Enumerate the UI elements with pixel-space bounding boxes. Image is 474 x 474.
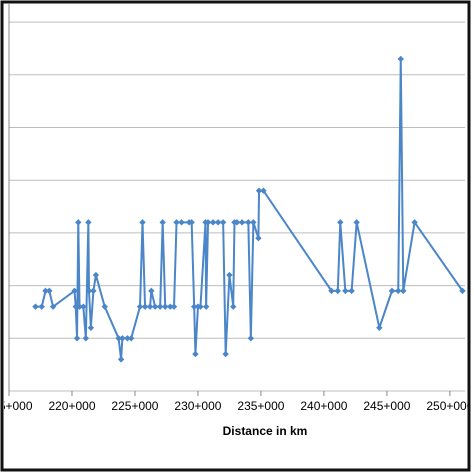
marker xyxy=(71,287,78,295)
marker xyxy=(146,303,154,310)
marker xyxy=(197,303,204,310)
x-tick-label: 240+000 xyxy=(300,399,347,413)
marker xyxy=(76,303,83,310)
marker xyxy=(117,356,125,363)
marker xyxy=(348,287,355,295)
marker xyxy=(233,219,241,226)
marker xyxy=(92,271,100,279)
marker xyxy=(226,271,233,279)
marker xyxy=(85,219,92,226)
marker xyxy=(82,335,90,342)
marker xyxy=(75,219,82,226)
marker xyxy=(72,303,79,310)
marker xyxy=(260,187,267,194)
marker xyxy=(353,219,360,226)
marker xyxy=(167,303,174,310)
marker xyxy=(136,303,144,310)
marker xyxy=(250,219,257,226)
marker xyxy=(202,303,210,310)
marker xyxy=(192,350,199,358)
marker xyxy=(90,287,97,295)
marker xyxy=(255,234,262,242)
marker xyxy=(178,219,185,226)
marker xyxy=(124,335,131,342)
marker xyxy=(87,324,95,331)
x-tick-label: 230+000 xyxy=(174,399,221,413)
marker xyxy=(80,303,87,310)
marker xyxy=(328,287,335,295)
marker xyxy=(334,287,341,295)
marker xyxy=(238,219,246,226)
marker xyxy=(214,219,222,226)
x-axis-title: Distance in km xyxy=(223,424,308,438)
marker xyxy=(170,303,178,310)
marker xyxy=(459,287,466,295)
marker xyxy=(247,335,255,342)
marker xyxy=(151,303,159,310)
x-tick-label: 215+000 xyxy=(0,399,33,413)
marker xyxy=(188,219,195,226)
marker xyxy=(49,303,57,310)
x-tick-label: 245+000 xyxy=(363,399,410,413)
line xyxy=(35,58,464,360)
marker xyxy=(376,324,383,331)
marker xyxy=(209,219,217,226)
marker xyxy=(85,287,93,295)
marker xyxy=(101,303,108,310)
marker xyxy=(222,350,229,358)
marker xyxy=(38,303,45,310)
marker xyxy=(127,335,135,342)
x-tick-label: 250+000 xyxy=(426,399,473,413)
marker xyxy=(230,303,237,310)
marker xyxy=(139,219,146,226)
marker xyxy=(204,219,212,226)
marker xyxy=(395,287,402,295)
marker xyxy=(255,187,263,194)
marker xyxy=(161,303,169,310)
marker xyxy=(400,287,407,295)
marker xyxy=(32,303,39,310)
marker xyxy=(411,219,418,226)
x-tick-label: 235+000 xyxy=(237,399,284,413)
marker xyxy=(119,335,126,342)
marker xyxy=(73,335,81,342)
marker xyxy=(245,219,252,226)
marker xyxy=(159,219,166,226)
marker xyxy=(173,219,180,226)
marker xyxy=(388,287,396,295)
marker xyxy=(219,219,227,226)
marker xyxy=(42,287,49,295)
marker xyxy=(115,335,122,342)
marker xyxy=(148,287,155,295)
x-tick-label: 220+000 xyxy=(48,399,95,413)
marker xyxy=(156,303,164,310)
marker xyxy=(342,287,349,295)
marker xyxy=(337,219,344,226)
x-tick-label: 225+000 xyxy=(111,399,158,413)
marker xyxy=(190,303,198,310)
marker xyxy=(141,303,149,310)
marker xyxy=(397,55,404,63)
marker xyxy=(46,287,53,295)
plot-area: 215+000 220+000 225+000 230+000 235+000 240+0… xyxy=(0,4,473,413)
